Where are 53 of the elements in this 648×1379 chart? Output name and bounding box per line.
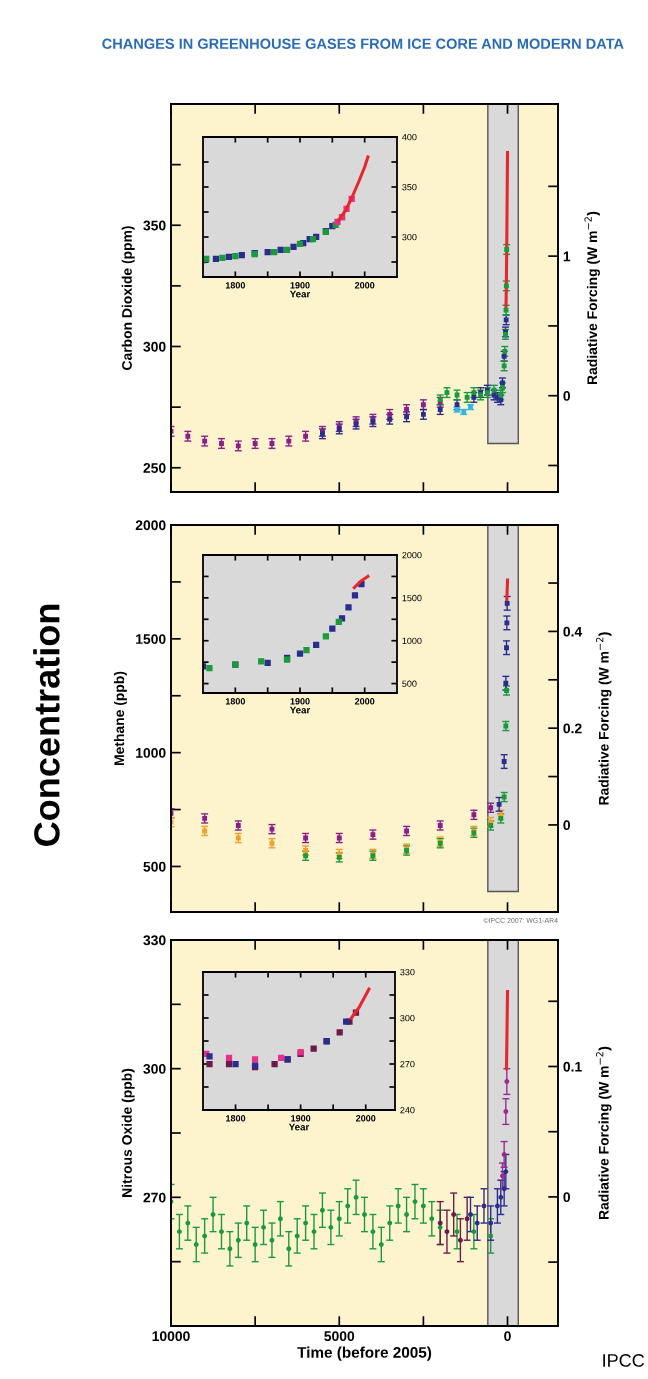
x-tick-label: 1900 bbox=[290, 698, 310, 705]
y-tick-label: 330 bbox=[143, 935, 166, 946]
x-tick-label: 1800 bbox=[226, 1115, 246, 1122]
x-tick-label: 2000 bbox=[354, 698, 375, 705]
chart-title: CHANGES IN GREENHOUSE GASES FROM ICE CORE AND MODERN DATA bbox=[102, 38, 624, 49]
x-tick-label: 10000 bbox=[152, 1331, 190, 1342]
y2-axis-title: Radiative Forcing (W m$^{−2}$) bbox=[584, 211, 600, 385]
x-tick-label: 5000 bbox=[324, 1331, 355, 1342]
y-tick-label: 1000 bbox=[402, 637, 422, 645]
y-tick-label: 250 bbox=[143, 463, 166, 473]
y-tick-label: 270 bbox=[400, 1060, 415, 1068]
y-tick-label: 1000 bbox=[136, 747, 166, 758]
y-tick-label: 500 bbox=[402, 680, 417, 687]
x-tick-label: 1800 bbox=[225, 698, 246, 705]
x-axis-title: Year bbox=[288, 1123, 310, 1131]
y-tick-label: 300 bbox=[143, 1064, 166, 1074]
y-tick-label: 1500 bbox=[136, 634, 166, 644]
y2-tick-label: 0.2 bbox=[563, 723, 582, 734]
y-tick-label: 300 bbox=[400, 1014, 415, 1022]
x-axis-title: Year bbox=[289, 706, 311, 714]
y2-tick-label: 0.4 bbox=[563, 626, 583, 637]
y-axis-title: Methane (ppb) bbox=[113, 671, 127, 766]
y-tick-label: 350 bbox=[402, 183, 417, 191]
text: Concentration bbox=[33, 604, 60, 846]
x-tick-label: 1900 bbox=[290, 282, 310, 289]
y-tick-label: 270 bbox=[143, 1192, 166, 1203]
y-tick-label: 300 bbox=[402, 233, 417, 241]
x-tick-label: 2000 bbox=[355, 1115, 376, 1122]
y-axis-title: Nitrous Oxide (ppb) bbox=[121, 1068, 135, 1197]
y-tick-label: 350 bbox=[143, 220, 166, 231]
x-tick-label: 1800 bbox=[225, 282, 246, 289]
y2-axis-title: Radiative Forcing (W m$^{−2}$) bbox=[596, 632, 612, 805]
y2-tick-label: 0 bbox=[563, 1192, 571, 1203]
text: IPCC bbox=[603, 1354, 645, 1367]
y2-tick-label: 0 bbox=[563, 391, 571, 401]
y2-tick-label: 1 bbox=[563, 251, 571, 262]
y-tick-label: 1500 bbox=[402, 594, 422, 602]
y-axis-title: Carbon Dioxide (ppm) bbox=[121, 226, 135, 370]
y-tick-label: 500 bbox=[143, 861, 166, 872]
x-tick-label: 0 bbox=[504, 1331, 511, 1342]
y-tick-label: 2000 bbox=[402, 551, 422, 559]
y-tick-label: 240 bbox=[400, 1106, 415, 1114]
y-tick-label: 400 bbox=[402, 133, 417, 141]
x-axis-title: Time (before 2005) bbox=[297, 1346, 432, 1361]
y2-tick-label: 0 bbox=[563, 820, 571, 831]
x-tick-label: 1900 bbox=[291, 1115, 311, 1122]
x-axis-title: Year bbox=[289, 290, 311, 298]
y2-axis-title: Radiative Forcing (W m$^{−2}$) bbox=[596, 1046, 612, 1220]
y-tick-label: 300 bbox=[143, 341, 166, 352]
y2-tick-label: 0.1 bbox=[563, 1061, 582, 1072]
y-tick-label: 330 bbox=[400, 968, 415, 976]
y-tick-label: 2000 bbox=[135, 520, 166, 531]
x-tick-label: 2000 bbox=[354, 282, 375, 289]
